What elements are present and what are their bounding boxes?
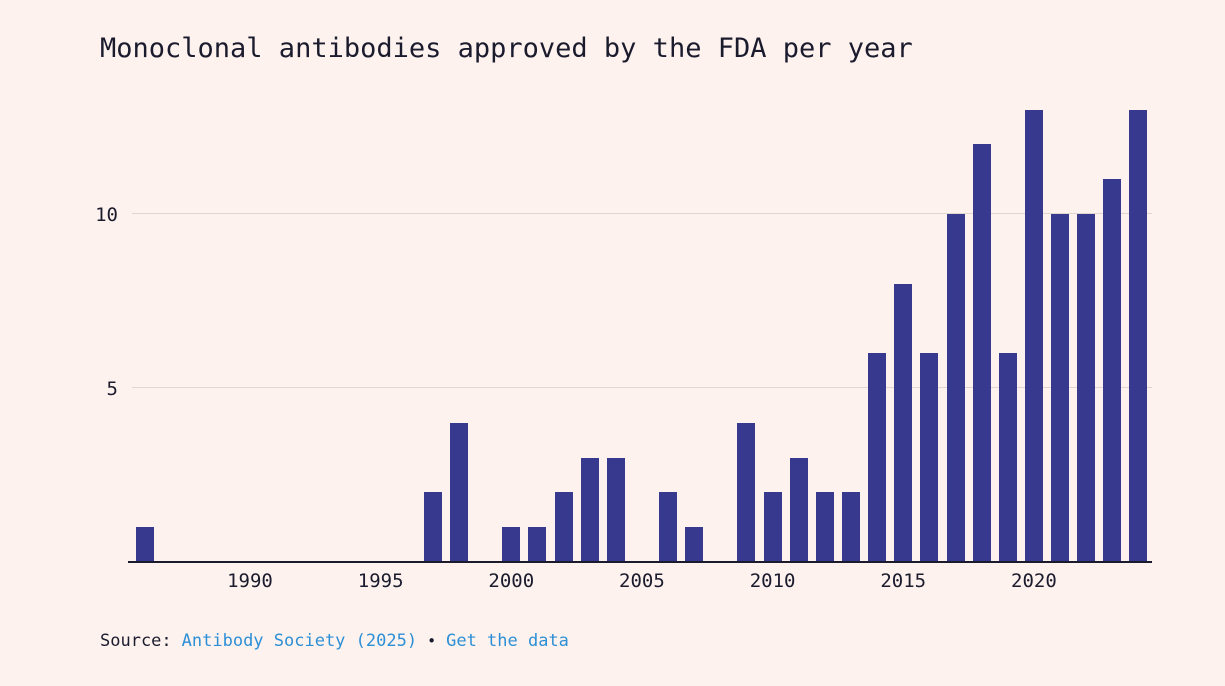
bar-2006[interactable] xyxy=(659,492,678,562)
bar-2024[interactable] xyxy=(1129,109,1148,562)
x-axis-line xyxy=(128,561,1152,563)
bar-2007[interactable] xyxy=(685,527,704,562)
x-axis-labels: 1990 1995 2000 2005 2010 2015 2020 xyxy=(128,570,1152,596)
bar-1986[interactable] xyxy=(136,527,155,562)
bar-2010[interactable] xyxy=(763,492,782,562)
bar-2009[interactable] xyxy=(737,422,756,562)
bar-2021[interactable] xyxy=(1051,214,1070,562)
x-axis-label-2020: 2020 xyxy=(1011,570,1057,592)
source-link[interactable]: Antibody Society (2025) xyxy=(181,631,418,651)
bar-2012[interactable] xyxy=(815,492,834,562)
x-axis-label-2000: 2000 xyxy=(488,570,535,592)
bar-1998[interactable] xyxy=(450,422,469,562)
bar-2003[interactable] xyxy=(580,457,599,562)
bar-2001[interactable] xyxy=(528,527,547,562)
bar-2014[interactable] xyxy=(868,353,887,562)
bar-2022[interactable] xyxy=(1077,214,1096,562)
bar-2011[interactable] xyxy=(789,457,808,562)
gridline-5 xyxy=(132,387,1152,388)
bar-2013[interactable] xyxy=(841,492,860,562)
bar-2023[interactable] xyxy=(1103,179,1122,562)
x-axis-label-2015: 2015 xyxy=(880,570,927,592)
bar-2000[interactable] xyxy=(502,527,521,562)
bar-2018[interactable] xyxy=(972,144,991,562)
x-axis-label-2005: 2005 xyxy=(619,570,665,592)
get-the-data-link[interactable]: Get the data xyxy=(446,631,569,651)
plot-area: 5 10 xyxy=(95,95,1152,562)
bar-2020[interactable] xyxy=(1024,109,1043,562)
bar-2017[interactable] xyxy=(946,214,965,562)
y-axis-label-5: 5 xyxy=(106,378,118,400)
source-label: Source: xyxy=(100,631,172,651)
source-line: Source: Antibody Society (2025) • Get th… xyxy=(100,631,569,651)
dot-separator-icon: • xyxy=(427,632,437,650)
x-axis-label-1995: 1995 xyxy=(357,570,404,592)
bar-2019[interactable] xyxy=(998,353,1017,562)
x-axis-label-1990: 1990 xyxy=(227,570,273,592)
y-axis-label-10: 10 xyxy=(95,204,118,226)
bar-2016[interactable] xyxy=(920,353,939,562)
bar-2004[interactable] xyxy=(606,457,625,562)
bar-2015[interactable] xyxy=(894,283,913,562)
bar-2002[interactable] xyxy=(554,492,573,562)
x-axis-label-2010: 2010 xyxy=(749,570,796,592)
bar-1997[interactable] xyxy=(423,492,442,562)
chart-title: Monoclonal antibodies approved by the FD… xyxy=(100,33,913,64)
gridline-10 xyxy=(132,213,1152,214)
